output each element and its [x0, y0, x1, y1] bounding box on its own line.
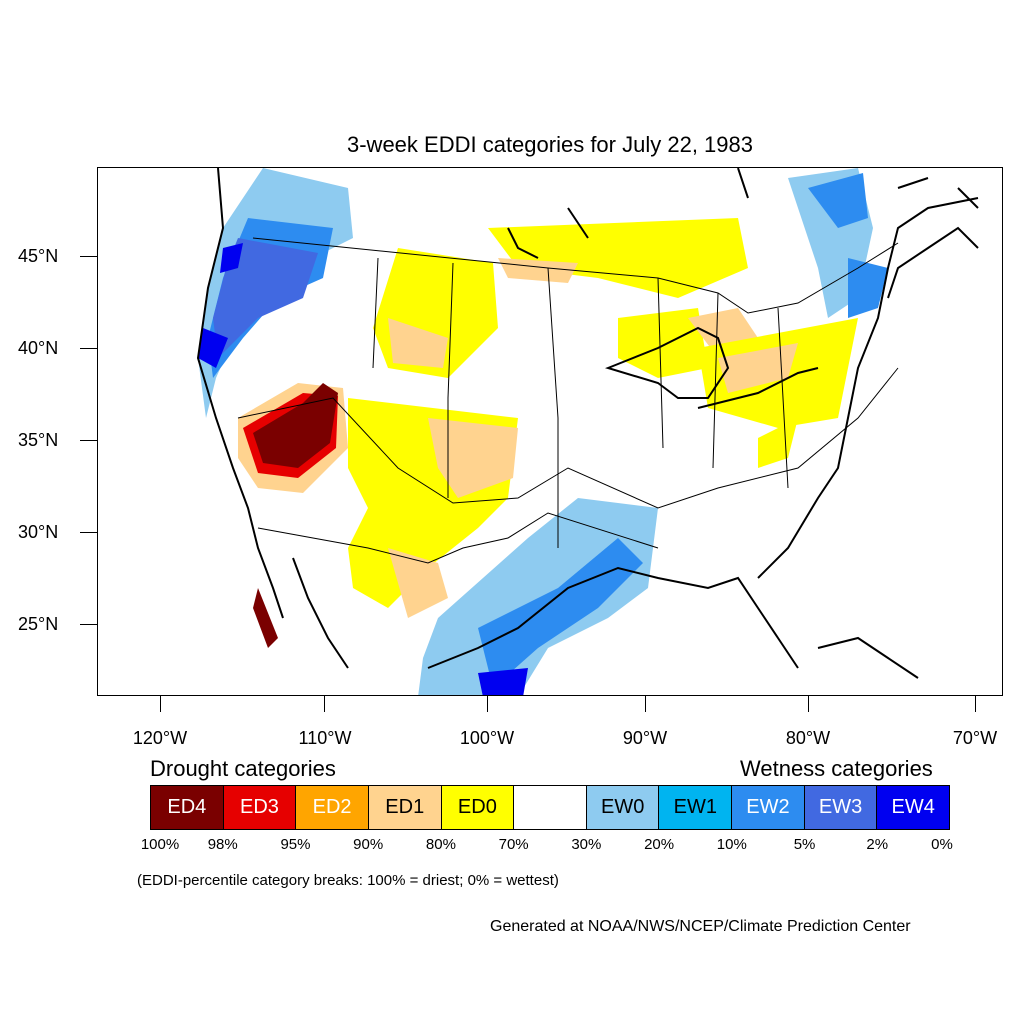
legend-cell-ew0: EW0: [586, 786, 660, 829]
lon-label-70w: 70°W: [952, 728, 998, 748]
coastlines: [196, 168, 979, 679]
legend-cell-ew2: EW2: [732, 786, 805, 829]
lat-label-25n: 25°N: [18, 614, 59, 634]
lat-tick: [80, 256, 97, 257]
category-note: (EDDI-percentile category breaks: 100% =…: [137, 872, 559, 889]
lon-label-90w: 90°W: [622, 728, 668, 748]
lon-label-80w: 80°W: [785, 728, 831, 748]
percentile-label: 20%: [644, 836, 675, 853]
percentile-label: 30%: [571, 836, 602, 853]
lon-tick: [975, 696, 976, 712]
legend-cell-ew1: EW1: [659, 786, 733, 829]
lon-label-100w: 100°W: [459, 728, 515, 748]
lat-tick: [80, 440, 97, 441]
lon-tick: [808, 696, 809, 712]
legend-cell-ed2: ED2: [296, 786, 369, 829]
lon-tick: [160, 696, 161, 712]
legend-cell-neutral: [514, 786, 587, 829]
percentile-label: 80%: [425, 836, 456, 853]
lat-tick: [80, 348, 97, 349]
percentile-label: 0%: [931, 836, 953, 853]
percentile-label: 95%: [280, 836, 311, 853]
percentile-label: 2%: [866, 836, 889, 853]
lon-tick: [645, 696, 646, 712]
boundaries: [237, 237, 899, 564]
percentile-label: 70%: [498, 836, 529, 853]
lat-tick: [80, 624, 97, 625]
percentile-label: 5%: [793, 836, 816, 853]
legend-cell-ed0: ED0: [441, 786, 515, 829]
lon-label-120w: 120°W: [132, 728, 188, 748]
percentile-label: 98%: [207, 836, 238, 853]
region-pacific-nw-wet: [198, 168, 353, 418]
credit-text: Generated at NOAA/NWS/NCEP/Climate Predi…: [490, 918, 911, 935]
lon-tick: [324, 696, 325, 712]
lat-label-35n: 35°N: [18, 430, 59, 450]
wetness-heading: Wetness categories: [740, 756, 933, 781]
lat-label-30n: 30°N: [18, 522, 59, 542]
region-southwest-drought: [238, 383, 348, 648]
percentile-label: 100%: [140, 836, 180, 853]
lon-tick: [487, 696, 488, 712]
drought-heading: Drought categories: [150, 756, 336, 781]
map-canvas: [196, 168, 979, 695]
lat-tick: [80, 532, 97, 533]
eddi-map: [97, 167, 1003, 696]
region-plains-dry: [348, 218, 858, 618]
percentile-label: 90%: [353, 836, 384, 853]
legend-cell-ed3: ED3: [223, 786, 297, 829]
region-northeast-wet: [788, 168, 888, 318]
lat-label-45n: 45°N: [18, 246, 59, 266]
legend-cell-ew3: EW3: [804, 786, 878, 829]
legend-cell-ed4: ED4: [151, 786, 224, 829]
percentile-label: 10%: [716, 836, 747, 853]
lon-label-110w: 110°W: [298, 728, 352, 748]
legend-cell-ew4: EW4: [877, 786, 950, 829]
map-title: 3-week EDDI categories for July 22, 1983: [347, 132, 753, 157]
lat-label-40n: 40°N: [18, 338, 59, 358]
legend-colorbar: ED4 ED3 ED2 ED1 ED0 EW0 EW1 EW2 EW3 EW4: [150, 785, 950, 830]
legend-cell-ed1: ED1: [368, 786, 442, 829]
